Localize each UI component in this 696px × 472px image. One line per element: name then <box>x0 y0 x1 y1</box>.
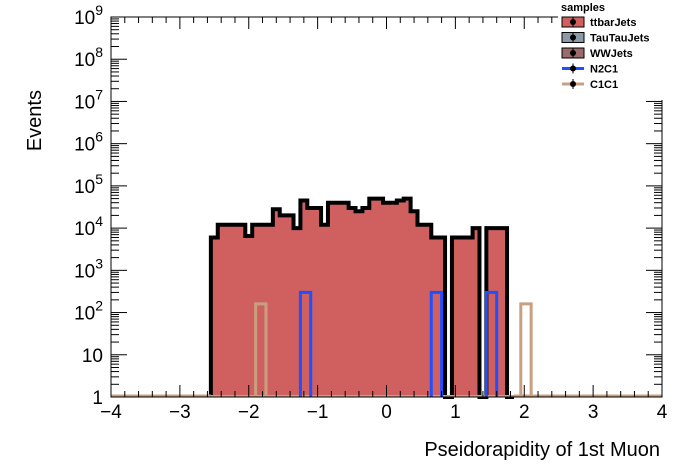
ttbarjets-bar <box>327 202 336 397</box>
n2c1-bar <box>484 290 499 397</box>
ttbarjets-bar <box>265 224 274 397</box>
n2c1-bar <box>429 290 444 397</box>
x-tick-label: −4 <box>100 402 122 423</box>
ttbarjets-bar <box>348 207 356 397</box>
ttbarjets-bar <box>369 198 377 397</box>
ttbarjets-bar <box>300 200 308 397</box>
legend-label: ttbarJets <box>590 17 636 29</box>
ttbarjets-bar <box>314 207 322 397</box>
ttbarjets-bar <box>210 237 219 397</box>
y-tick-label: 102 <box>74 298 103 325</box>
c1c1-bar <box>254 302 268 397</box>
ttbarjets-bar <box>231 224 239 397</box>
ttbarjets-bar <box>403 198 412 397</box>
ttbarjets-bar <box>362 207 370 397</box>
ttbarjets-bar <box>334 202 343 397</box>
ttbarjets-bar <box>389 202 398 397</box>
x-tick-label: −1 <box>307 402 329 423</box>
ttbarjets-bar <box>259 224 267 397</box>
x-axis-title: Pseidorapidity of 1st Muon <box>424 439 660 461</box>
legend-label: TauTauJets <box>590 33 650 45</box>
bars-layer <box>111 196 662 399</box>
ttbarjets-bar <box>217 224 226 397</box>
ttbarjets-bar <box>410 211 418 397</box>
ttbarjets-bar <box>472 228 480 397</box>
ttbarjets-bar <box>245 236 253 397</box>
x-tick-label: 1 <box>450 402 461 423</box>
legend-title: samples <box>561 2 605 14</box>
y-tick-label: 103 <box>74 255 103 282</box>
y-axis-title: Events <box>24 90 46 151</box>
x-axis: −4 −3 −2 −1 0 1 2 3 4 <box>100 17 668 423</box>
y-tick-label: 10 <box>82 346 103 367</box>
x-tick-label: 4 <box>657 402 668 423</box>
y-tick-label: 107 <box>74 86 103 113</box>
legend: samples ttbarJets TauTauJets WWJets N2C1 C1C… <box>558 0 663 100</box>
legend-label: N2C1 <box>590 64 618 76</box>
legend-label: WWJets <box>590 48 633 60</box>
ttbarjets-bar <box>272 209 281 397</box>
plot-area: −4 −3 −2 −1 0 1 2 3 4 1 10 102 103 104 105 106 107 108 10… <box>74 2 668 423</box>
x-tick-label: 2 <box>519 402 530 423</box>
y-tick-label: 106 <box>74 129 103 156</box>
ttbarjets-bar <box>293 228 301 397</box>
ttbarjets-bar <box>417 224 425 397</box>
x-tick-label: −2 <box>238 402 260 423</box>
y-axis: 1 10 102 103 104 105 106 107 108 109 <box>74 2 662 409</box>
y-tick-label: 104 <box>74 213 103 240</box>
ttbarjets-bar <box>341 202 350 397</box>
y-tick-label: 1 <box>92 388 103 409</box>
x-tick-label: −3 <box>169 402 191 423</box>
ttbarjets-bar <box>500 228 508 397</box>
ttbarjets-outline <box>208 196 514 399</box>
ttbarjets-bar <box>486 228 494 397</box>
ttbarjets-bar <box>286 215 294 397</box>
legend-entries: ttbarJets TauTauJets WWJets N2C1 C1C1 <box>561 16 650 91</box>
ttbarjets-bar <box>355 211 363 397</box>
ttbarjets-bar <box>396 200 405 397</box>
legend-label: C1C1 <box>590 79 618 91</box>
c1c1-bar <box>519 302 533 397</box>
ttbarjets-bar <box>376 198 384 397</box>
ttbarjets-bar <box>383 202 391 397</box>
ttbarjets-bar <box>451 237 460 397</box>
ttbarjets-bar <box>424 224 432 397</box>
ttbarjets-bar <box>431 237 439 397</box>
x-tick-label: 0 <box>381 402 392 423</box>
x-tick-label: 3 <box>588 402 599 423</box>
ttbarjets-bar <box>321 224 329 397</box>
y-tick-label: 108 <box>74 44 103 71</box>
y-tick-label: 109 <box>74 2 103 29</box>
n2c1-bar <box>298 290 313 397</box>
ttbarjets-bar <box>238 224 246 397</box>
ttbarjets-bar <box>224 224 232 397</box>
ttbarjets-bar <box>279 215 288 397</box>
ttbarjets-bar <box>465 237 473 397</box>
y-tick-label: 105 <box>74 171 103 198</box>
ttbarjets-bar <box>458 237 467 397</box>
